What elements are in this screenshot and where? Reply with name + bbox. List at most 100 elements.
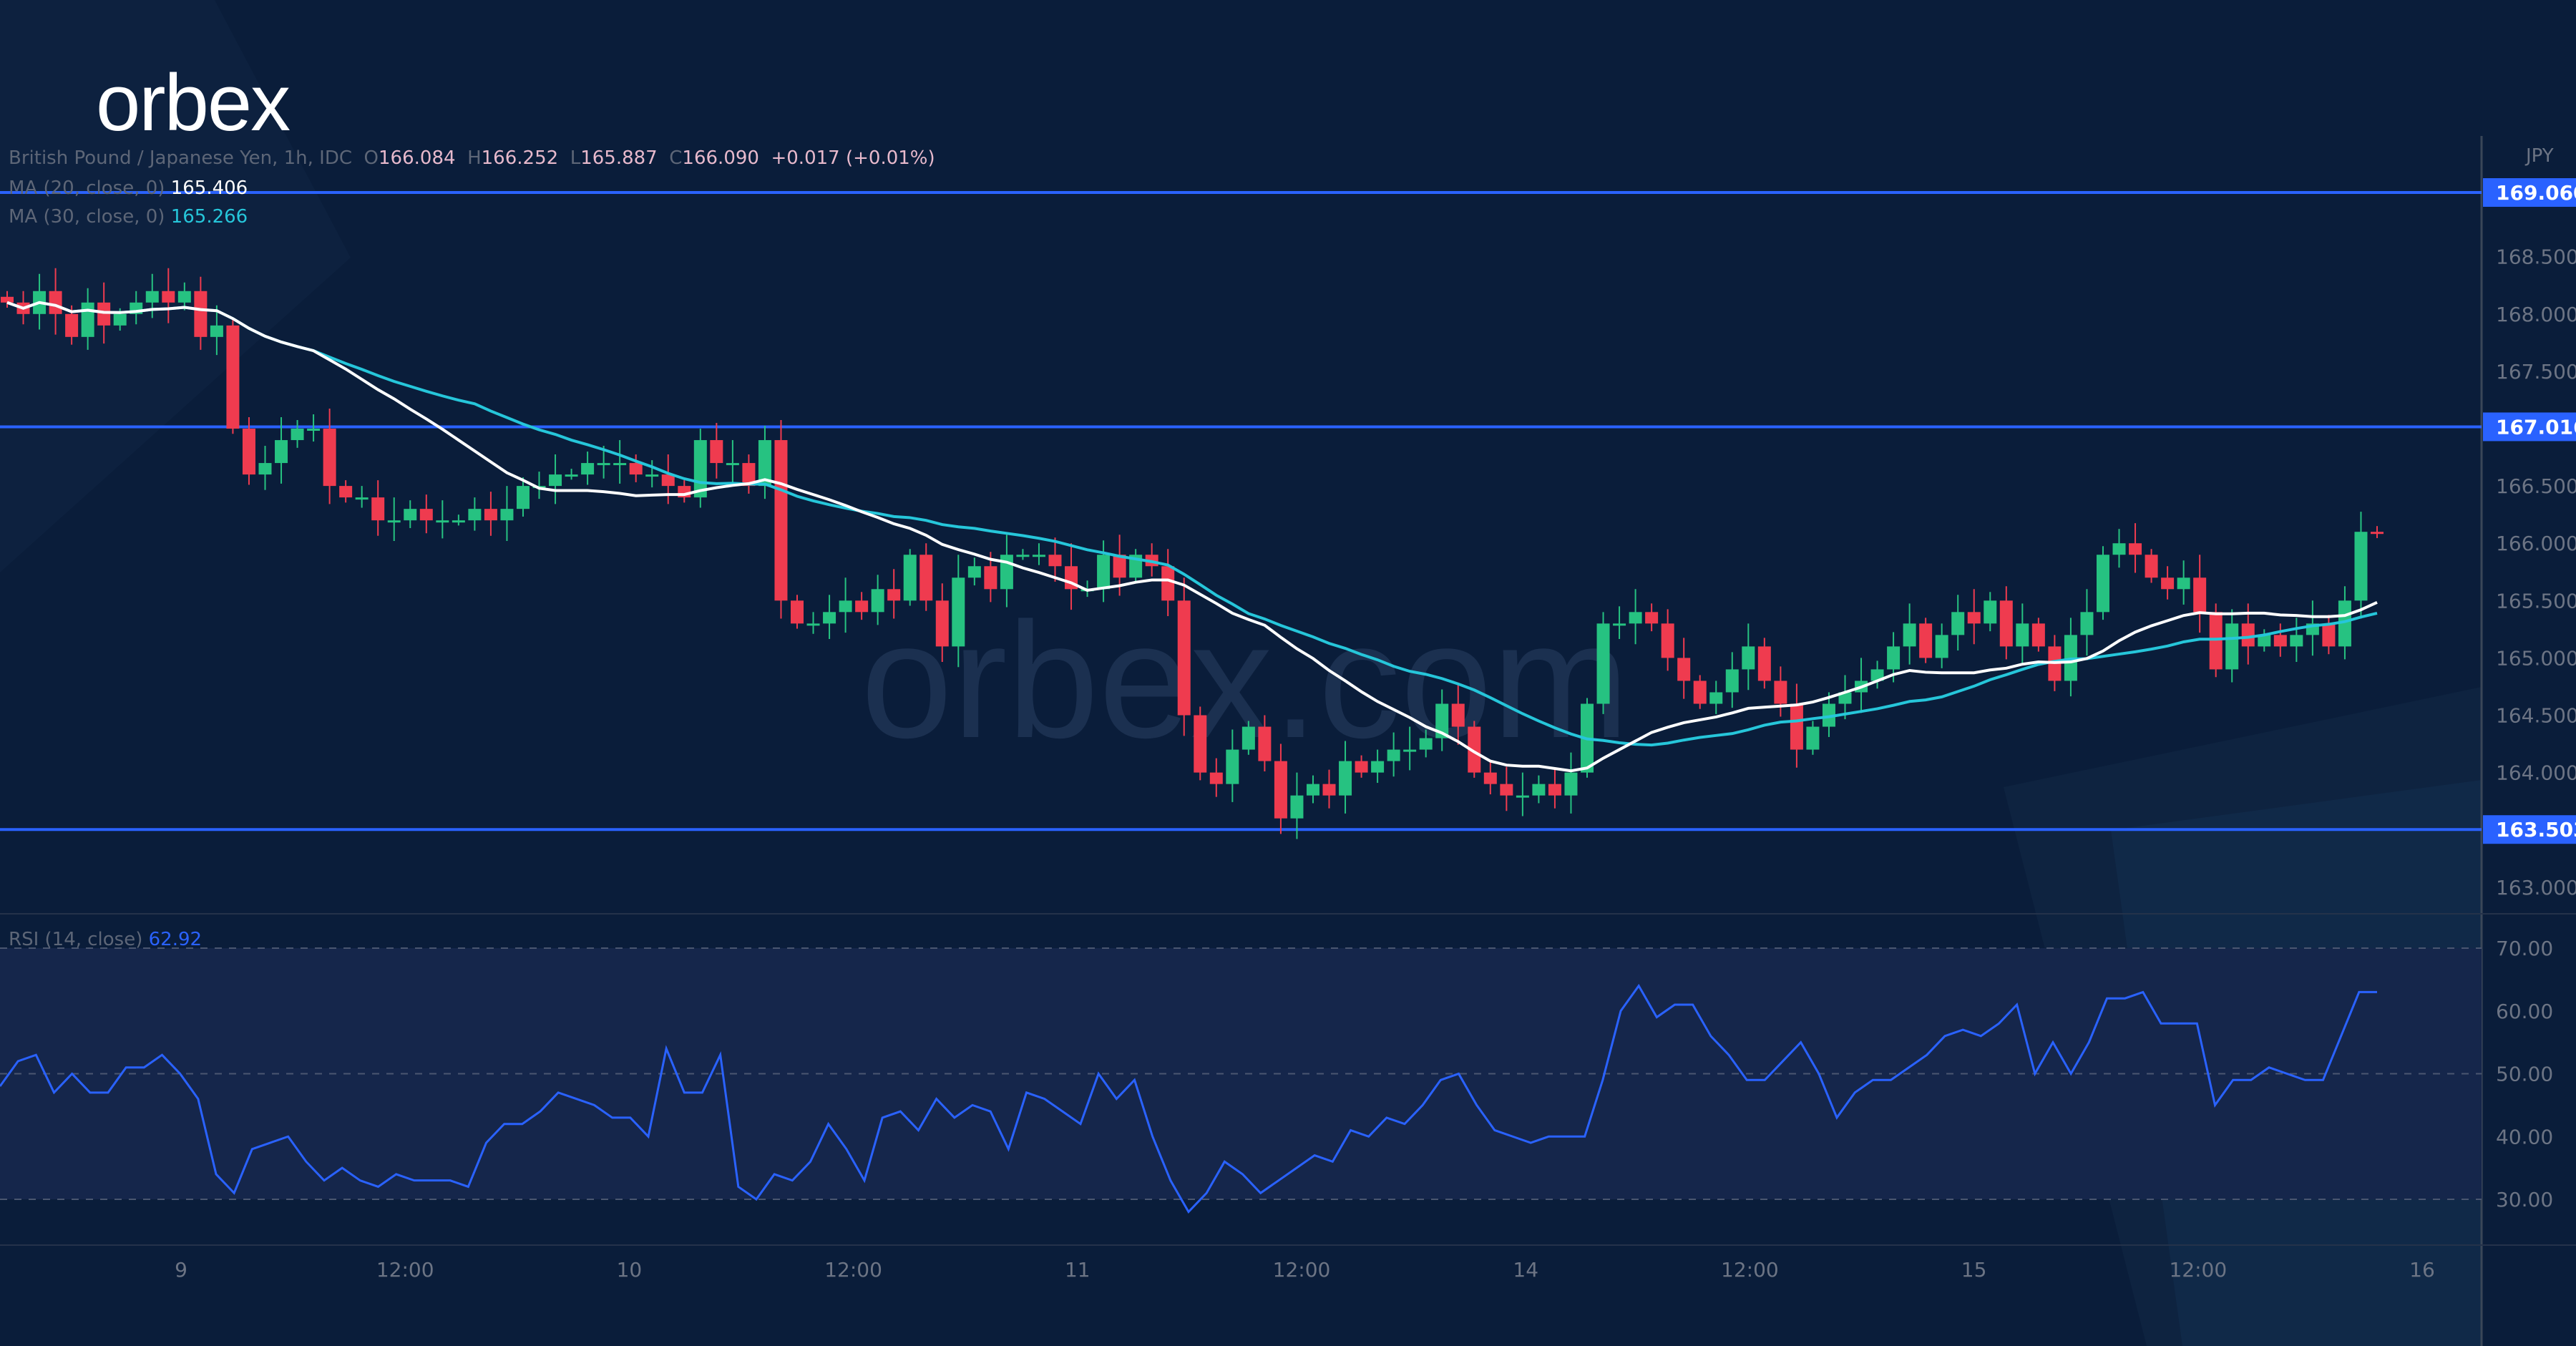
candle-down [1774, 681, 1787, 704]
symbol-name: British Pound / Japanese Yen, 1h, IDC [9, 147, 353, 169]
candle-down [226, 325, 240, 429]
candle-down [1500, 784, 1513, 796]
candle-up [1516, 795, 1529, 798]
price-tick: 164.500 [2496, 704, 2576, 728]
candle-up [1306, 784, 1319, 796]
candle-up [1016, 555, 1030, 557]
rsi-tick: 40.00 [2496, 1125, 2553, 1149]
symbol-legend: British Pound / Japanese Yen, 1h, IDC O 1… [9, 147, 935, 169]
candle-down [2322, 623, 2336, 647]
candle-up [2177, 577, 2190, 590]
candle-down [97, 302, 111, 326]
level-price-tag [2483, 412, 2576, 442]
price-tick: 165.500 [2496, 589, 2576, 613]
candle-down [339, 486, 353, 498]
candle-up [952, 577, 965, 647]
candle-up [2258, 635, 2271, 647]
time-tick: 14 [1513, 1258, 1538, 1282]
candle-up [2096, 555, 2109, 613]
candle-down [419, 509, 433, 521]
candle-down [1483, 772, 1497, 784]
low-value: 165.887 [580, 147, 658, 169]
time-tick: 10 [617, 1258, 643, 1282]
candle-down [323, 429, 336, 487]
candle-up [2290, 635, 2303, 647]
price-tick: 163.000 [2496, 876, 2576, 899]
candle-up [468, 509, 482, 521]
candle-up [436, 520, 449, 523]
candle-up [1532, 784, 1546, 796]
rsi-tick: 60.00 [2496, 1000, 2553, 1023]
candle-up [1097, 555, 1111, 590]
ma30-label: MA (30, close, 0) [9, 206, 165, 228]
candle-up [81, 302, 94, 337]
candle-down [1999, 600, 2013, 647]
candle-down [1274, 761, 1287, 819]
candle-down [65, 313, 79, 337]
ma20-value: 165.406 [170, 177, 248, 199]
orbex-logo: orbex [96, 58, 291, 147]
candle-up [2016, 623, 2029, 647]
candle-up [597, 463, 610, 466]
candle-up [1887, 646, 1901, 670]
candle-down [935, 600, 949, 647]
candle-up [903, 555, 917, 601]
time-tick: 12:00 [376, 1258, 434, 1282]
candle-up [1403, 749, 1417, 752]
candle-down [2193, 577, 2207, 613]
candle-up [1870, 669, 1884, 681]
candle-down [1209, 772, 1223, 784]
change-value: +0.017 (+0.01%) [771, 147, 935, 169]
rsi-band [0, 948, 2482, 1199]
level-price-label: 163.503 [2496, 818, 2576, 842]
candle-down [1322, 784, 1336, 796]
candle-down [1645, 612, 1659, 624]
candle-up [2112, 543, 2126, 555]
candle-up [1032, 555, 1045, 557]
candle-down [661, 474, 675, 487]
ma30-legend[interactable]: MA (30, close, 0) 165.266 [9, 206, 248, 228]
candle-down [1468, 726, 1481, 773]
price-tick: 168.000 [2496, 303, 2576, 326]
ma20-legend[interactable]: MA (20, close, 0) 165.406 [9, 177, 248, 199]
high-value: 166.252 [481, 147, 559, 169]
candle-up [177, 291, 191, 303]
candle-up [2080, 612, 2094, 635]
open-label: O [364, 147, 379, 169]
high-label: H [467, 147, 482, 169]
candle-down [2241, 623, 2255, 647]
candle-up [307, 429, 321, 431]
close-value: 166.090 [682, 147, 759, 169]
close-label: C [669, 147, 683, 169]
candle-down [984, 566, 997, 590]
currency-label: JPY [2524, 145, 2554, 167]
candle-up [1387, 749, 1400, 761]
candle-up [823, 612, 836, 624]
level-price-tag [2483, 815, 2576, 844]
rsi-legend[interactable]: RSI (14, close) 62.92 [9, 929, 202, 950]
candle-up [1371, 761, 1385, 773]
candle-down [1161, 566, 1175, 601]
candle-down [162, 291, 175, 303]
candle-up [1629, 612, 1642, 624]
time-tick: 12:00 [1273, 1258, 1331, 1282]
candle-up [258, 463, 272, 475]
rsi-label: RSI (14, close) [9, 929, 143, 950]
price-tick: 165.000 [2496, 646, 2576, 670]
candle-up [1903, 623, 1916, 647]
candle-down [1451, 703, 1465, 727]
rsi-line [0, 983, 2377, 1214]
candle-up [516, 486, 530, 509]
candle-up [1725, 669, 1739, 693]
candle-down [1661, 623, 1674, 658]
candle-up [387, 520, 401, 523]
candle-down [2129, 543, 2142, 555]
candle-up [726, 463, 739, 466]
candle-down [1757, 646, 1771, 681]
ma30-value: 165.266 [170, 206, 248, 228]
candle-down [1113, 555, 1126, 578]
time-tick: 15 [1961, 1258, 1987, 1282]
price-tick: 166.000 [2496, 532, 2576, 555]
candle-down [2273, 635, 2287, 647]
